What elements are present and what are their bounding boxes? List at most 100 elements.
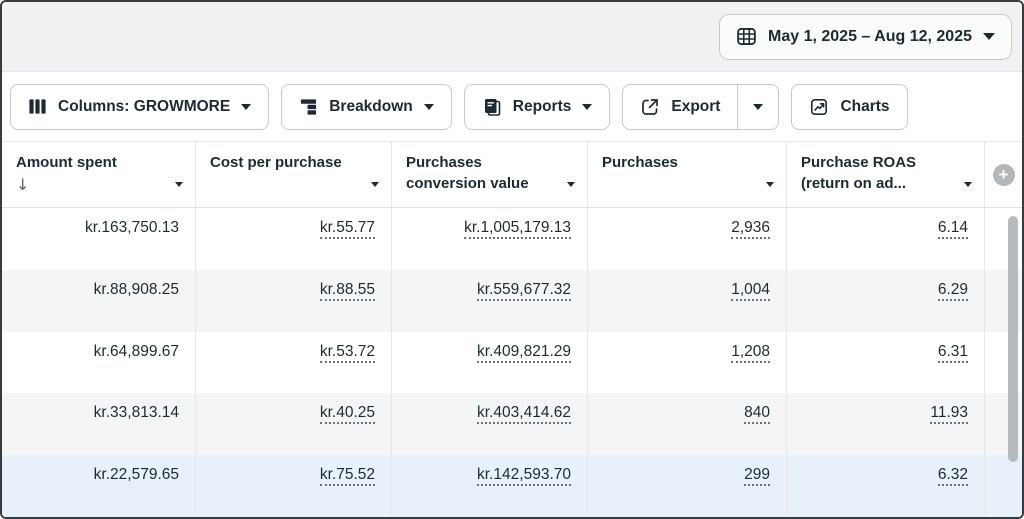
export-dropdown-button[interactable] <box>737 84 778 129</box>
column-label: Amount spent <box>16 154 117 171</box>
column-header-cost-per-purchase[interactable]: Cost per purchase <box>196 142 392 207</box>
breakdown-icon <box>299 97 318 116</box>
reports-button[interactable]: Reports <box>463 83 611 130</box>
table-row: kr.22,579.65 kr.75.52 kr.142,593.70 299 … <box>2 455 1022 517</box>
purchases-conversion-value[interactable]: kr.142,593.70 <box>477 466 571 487</box>
amount-spent-value: kr.22,579.65 <box>93 466 179 484</box>
purchases-conversion-value-cell: kr.409,821.29 <box>392 331 588 394</box>
chevron-down-icon[interactable] <box>371 172 379 193</box>
purchases-cell: 299 <box>588 455 787 517</box>
cost-per-purchase-cell: kr.55.77 <box>196 208 392 270</box>
purchase-roas-cell: 6.14 <box>787 208 985 270</box>
cost-per-purchase-value[interactable]: kr.75.52 <box>319 466 375 487</box>
chevron-down-icon <box>983 33 995 40</box>
purchases-conversion-value-cell: kr.559,677.32 <box>392 269 588 332</box>
add-column-button[interactable]: + <box>985 142 1022 207</box>
columns-button[interactable]: Columns: GROWMORE <box>10 83 270 130</box>
column-header-purchases-conversion-value[interactable]: Purchases conversion value <box>392 142 588 207</box>
column-label: Purchase ROAS (return on ad... <box>801 154 917 192</box>
columns-icon <box>28 97 47 116</box>
cost-per-purchase-cell: kr.75.52 <box>196 455 392 517</box>
table-body: kr.163,750.13 kr.55.77 kr.1,005,179.13 2… <box>2 208 1022 517</box>
chevron-down-icon <box>423 103 434 110</box>
purchase-roas-value[interactable]: 6.32 <box>937 466 968 487</box>
cost-per-purchase-cell: kr.40.25 <box>196 393 392 456</box>
column-header-amount-spent[interactable]: Amount spent ↓ <box>2 142 196 207</box>
purchase-roas-cell: 6.29 <box>787 269 985 332</box>
export-button[interactable]: Export <box>623 85 737 129</box>
export-icon <box>640 97 660 117</box>
charts-button[interactable]: Charts <box>791 83 908 130</box>
chevron-down-icon[interactable] <box>567 172 575 193</box>
reports-button-label: Reports <box>512 97 572 115</box>
amount-spent-value: kr.88,908.25 <box>93 280 179 298</box>
line-chart-icon <box>809 97 829 117</box>
cost-per-purchase-value[interactable]: kr.53.72 <box>319 342 375 363</box>
purchase-roas-cell: 6.31 <box>787 331 985 394</box>
column-label: Purchases conversion value <box>406 154 529 192</box>
purchases-conversion-value-cell: kr.142,593.70 <box>392 455 588 517</box>
cost-per-purchase-value[interactable]: kr.40.25 <box>319 404 375 425</box>
purchase-roas-value[interactable]: 6.29 <box>937 280 968 301</box>
vertical-scrollbar-thumb[interactable] <box>1008 216 1018 462</box>
chevron-down-icon <box>753 103 764 110</box>
table-row: kr.163,750.13 kr.55.77 kr.1,005,179.13 2… <box>2 208 1022 270</box>
top-bar: May 1, 2025 – Aug 12, 2025 <box>2 2 1022 72</box>
purchases-cell: 1,004 <box>588 269 787 332</box>
chevron-down-icon <box>241 103 252 110</box>
cost-per-purchase-value[interactable]: kr.55.77 <box>319 219 375 239</box>
purchases-conversion-value[interactable]: kr.1,005,179.13 <box>464 219 571 239</box>
plus-icon: + <box>992 163 1015 186</box>
date-range-button[interactable]: May 1, 2025 – Aug 12, 2025 <box>719 13 1012 60</box>
amount-spent-cell: kr.88,908.25 <box>2 269 196 332</box>
purchases-value[interactable]: 1,208 <box>731 342 770 363</box>
cost-per-purchase-value[interactable]: kr.88.55 <box>319 280 375 301</box>
purchases-cell: 2,936 <box>588 208 787 270</box>
cost-per-purchase-cell: kr.53.72 <box>196 331 392 394</box>
metrics-table: Amount spent ↓ Cost per purchase Purchas… <box>2 142 1022 517</box>
purchases-conversion-value[interactable]: kr.559,677.32 <box>477 280 571 301</box>
purchases-conversion-value[interactable]: kr.403,414.62 <box>477 404 571 425</box>
amount-spent-cell: kr.163,750.13 <box>2 208 196 270</box>
purchases-value[interactable]: 299 <box>744 466 770 487</box>
amount-spent-cell: kr.22,579.65 <box>2 455 196 517</box>
purchases-conversion-value[interactable]: kr.409,821.29 <box>477 342 571 363</box>
table-row: kr.88,908.25 kr.88.55 kr.559,677.32 1,00… <box>2 269 1022 332</box>
purchase-roas-value[interactable]: 6.14 <box>937 219 968 239</box>
purchase-roas-value[interactable]: 6.31 <box>937 342 968 363</box>
cost-per-purchase-cell: kr.88.55 <box>196 269 392 332</box>
chevron-down-icon[interactable] <box>766 172 774 193</box>
amount-spent-value: kr.163,750.13 <box>85 219 179 236</box>
reports-icon <box>482 97 502 117</box>
purchase-roas-cell: 6.32 <box>787 455 985 517</box>
purchases-cell: 1,208 <box>588 331 787 394</box>
chevron-down-icon <box>582 103 593 110</box>
export-button-label: Export <box>671 97 721 115</box>
chevron-down-icon[interactable] <box>964 172 972 193</box>
chevron-down-icon[interactable] <box>175 172 183 193</box>
table-header: Amount spent ↓ Cost per purchase Purchas… <box>2 142 1022 208</box>
purchases-value[interactable]: 1,004 <box>731 280 770 301</box>
column-label: Cost per purchase <box>210 154 342 171</box>
amount-spent-value: kr.64,899.67 <box>93 342 179 360</box>
spacer-cell <box>985 455 1022 517</box>
toolbar: Columns: GROWMORE Breakdown <box>2 72 1022 142</box>
purchases-value[interactable]: 2,936 <box>731 219 770 239</box>
purchase-roas-value[interactable]: 11.93 <box>930 404 968 425</box>
breakdown-button[interactable]: Breakdown <box>281 83 452 130</box>
column-header-purchases[interactable]: Purchases <box>588 142 787 207</box>
export-split-button: Export <box>622 83 780 130</box>
amount-spent-cell: kr.64,899.67 <box>2 331 196 394</box>
column-header-purchase-roas[interactable]: Purchase ROAS (return on ad... <box>787 142 985 207</box>
purchases-value[interactable]: 840 <box>744 404 770 425</box>
breakdown-button-label: Breakdown <box>329 97 413 115</box>
purchases-conversion-value-cell: kr.403,414.62 <box>392 393 588 456</box>
calendar-icon <box>736 26 757 47</box>
purchases-conversion-value-cell: kr.1,005,179.13 <box>392 208 588 270</box>
date-range-label: May 1, 2025 – Aug 12, 2025 <box>768 27 972 45</box>
charts-button-label: Charts <box>840 97 890 115</box>
purchases-cell: 840 <box>588 393 787 456</box>
sort-descending-icon: ↓ <box>16 175 30 194</box>
purchase-roas-cell: 11.93 <box>787 393 985 456</box>
table-row: kr.64,899.67 kr.53.72 kr.409,821.29 1,20… <box>2 331 1022 394</box>
